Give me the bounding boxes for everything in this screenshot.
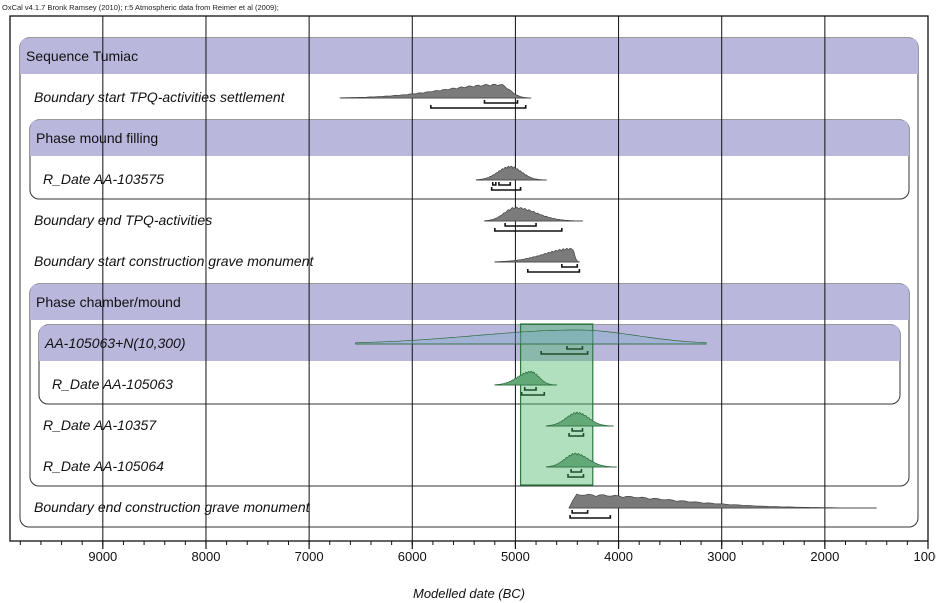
hpd68-bracket [570, 469, 583, 473]
hpd68-bracket [571, 428, 584, 432]
row-label: Boundary end construction grave monument [34, 499, 311, 515]
tick-label: 5000 [501, 549, 530, 564]
row-label: Boundary start construction grave monume… [34, 253, 314, 269]
tick-label: 1000 [914, 549, 936, 564]
hpd68-bracket [483, 100, 519, 104]
row-labels: Sequence Tumiac Phase mound filling Phase … [26, 48, 314, 515]
group-header-band [20, 38, 918, 74]
hpd68-bracket [498, 182, 512, 186]
row-label: R_Date AA-105063 [52, 376, 173, 392]
group-box [19, 37, 919, 528]
group-header-band [30, 284, 909, 320]
tick-label: 7000 [295, 549, 324, 564]
gridlines [102, 16, 826, 541]
tick-label: 4000 [604, 549, 633, 564]
group-header-band [30, 120, 909, 156]
x-axis: 9000 8000 7000 6000 5000 4000 3000 2000 1000 [9, 15, 936, 564]
tick-label: 2000 [810, 549, 839, 564]
row-label: R_Date AA-103575 [43, 171, 164, 187]
row-label: R_Date AA-10357 [43, 417, 157, 433]
tick-label: 6000 [398, 549, 427, 564]
hpd95-bracket [568, 433, 585, 437]
distribution-curve [484, 206, 584, 222]
row-label: Boundary start TPQ-activities settlement [34, 89, 286, 105]
hpd68-bracket [504, 223, 537, 227]
distribution-curve [568, 493, 877, 509]
group-label: Sequence Tumiac [26, 48, 138, 64]
hpd95-bracket [520, 392, 546, 396]
hpd95-bracket [526, 269, 581, 273]
hpd68-bracket [491, 182, 497, 186]
distribution-curve [475, 165, 547, 181]
row-label: Boundary end TPQ-activities [34, 212, 212, 228]
group-label: AA-105063+N(10,300) [44, 335, 186, 351]
hpd95-bracket [569, 515, 612, 519]
distribution-curve [355, 329, 707, 345]
hpd95-bracket [540, 351, 589, 355]
distribution-curve [494, 247, 580, 263]
row-label: R_Date AA-105064 [43, 458, 164, 474]
group-boxes [19, 37, 919, 528]
hpd95-bracket [490, 187, 522, 191]
hpd68-bracket [571, 510, 589, 514]
distribution-curve [545, 411, 614, 427]
tick-label: 3000 [707, 549, 736, 564]
distribution-curve [339, 83, 532, 99]
group-label: Phase mound filling [36, 130, 158, 146]
group-header-band [39, 325, 900, 361]
distributions [339, 83, 877, 519]
group-label: Phase chamber/mound [36, 294, 181, 310]
credit-text: OxCal v4.1.7 Bronk Ramsey (2010); r:5 At… [2, 3, 279, 12]
hpd95-bracket [493, 228, 563, 232]
plot-frame [9, 15, 929, 542]
hpd68-bracket [566, 346, 584, 350]
x-axis-title: Modelled date (BC) [413, 586, 525, 601]
hpd95-bracket [430, 105, 527, 109]
hpd68-bracket [561, 264, 579, 268]
distribution-curve [545, 452, 617, 468]
tick-label: 8000 [192, 549, 221, 564]
distribution-curve [494, 370, 558, 386]
tick-label: 9000 [88, 549, 117, 564]
hpd68-bracket [523, 387, 537, 391]
hpd95-bracket [567, 474, 585, 478]
